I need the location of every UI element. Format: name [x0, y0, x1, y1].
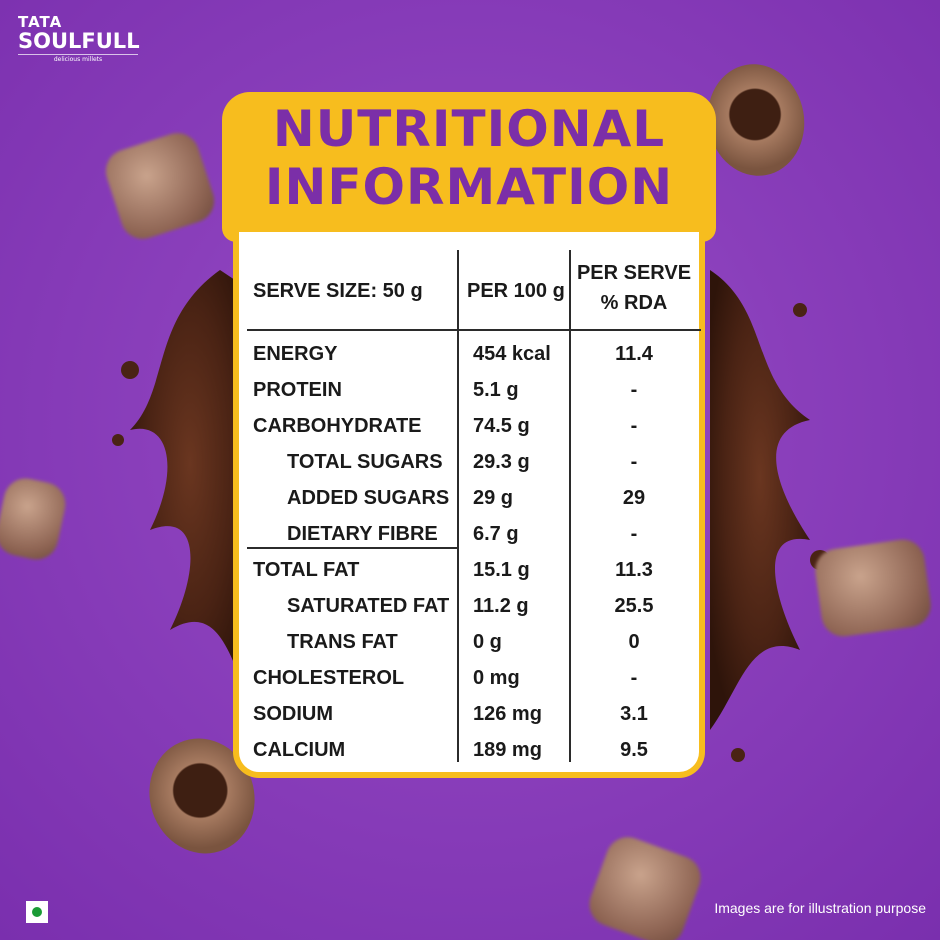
nutrition-table: SERVE SIZE: 50 g PER 100 g PER SERVE % R…: [233, 232, 705, 778]
nutrient-name: TOTAL SUGARS: [287, 451, 443, 473]
rda-value: 25.5: [614, 595, 654, 617]
per-100g-value: 15.1 g: [473, 559, 530, 581]
per-100g-value: 29.3 g: [473, 451, 530, 473]
nutrient-name: SATURATED FAT: [287, 595, 450, 617]
nutrient-name: CHOLESTEROL: [253, 667, 405, 689]
rda-value: -: [630, 523, 638, 545]
per-100g-value: 11.2 g: [473, 595, 529, 617]
per-100g-value: 29 g: [473, 487, 514, 509]
nutrient-name: DIETARY FIBRE: [287, 523, 438, 545]
rda-value: -: [630, 415, 638, 437]
nutrient-name: SODIUM: [253, 703, 333, 725]
header-per-100g: PER 100 g: [467, 280, 565, 302]
per-100g-value: 74.5 g: [473, 415, 530, 437]
disclaimer-text: Images are for illustration purpose: [714, 900, 926, 916]
cereal-piece-decoration: [100, 127, 220, 245]
title-line-2: INFORMATION: [264, 158, 674, 216]
table-row: DIETARY FIBRE 6.7 g -: [239, 516, 699, 552]
per-100g-value: 454 kcal: [473, 343, 551, 365]
per-100g-value: 189 mg: [473, 739, 542, 761]
nutrient-name: ADDED SUGARS: [287, 487, 450, 509]
rda-value: -: [630, 379, 638, 401]
table-row: TOTAL FAT 15.1 g 11.3: [239, 552, 699, 588]
page-title: NUTRITIONAL INFORMATION: [222, 100, 716, 216]
table-row: SATURATED FAT 11.2 g 25.5: [239, 588, 699, 624]
cereal-piece-decoration: [583, 831, 707, 940]
table-row: PROTEIN 5.1 g -: [239, 372, 699, 408]
table-row: ENERGY 454 kcal 11.4: [239, 336, 699, 372]
cereal-piece-decoration: [0, 474, 70, 564]
rda-value: 9.5: [620, 739, 648, 761]
veg-mark-icon: [26, 901, 48, 923]
brand-top: TATA: [18, 13, 63, 31]
header-per-serve: PER SERVE: [576, 262, 692, 284]
per-100g-value: 126 mg: [473, 703, 542, 725]
rda-value: 0: [628, 631, 640, 653]
rda-value: 3.1: [620, 703, 648, 725]
rda-value: 11.4: [615, 343, 653, 365]
header-divider: [247, 329, 701, 331]
row-divider: [247, 547, 457, 549]
per-100g-value: 0 g: [473, 631, 502, 653]
brand-tagline: delicious millets: [18, 54, 138, 64]
nutrient-name: PROTEIN: [253, 379, 342, 401]
nutrient-name: TRANS FAT: [287, 631, 398, 653]
table-row: TRANS FAT 0 g 0: [239, 624, 699, 660]
brand-logo: TATA SOULFULL delicious millets: [18, 14, 148, 64]
table-row: TOTAL SUGARS 29.3 g -: [239, 444, 699, 480]
nutrient-name: CALCIUM: [253, 739, 346, 761]
rda-value: -: [630, 451, 638, 473]
table-row: ADDED SUGARS 29 g 29: [239, 480, 699, 516]
rda-value: 29: [622, 487, 646, 509]
header-rda: % RDA: [600, 292, 668, 314]
per-100g-value: 6.7 g: [473, 523, 519, 545]
title-line-1: NUTRITIONAL: [272, 100, 666, 158]
cereal-piece-decoration: [812, 536, 934, 640]
rda-value: 11.3: [615, 559, 653, 581]
title-banner: [222, 92, 716, 242]
filled-cereal-decoration: [699, 56, 813, 184]
column-divider: [569, 250, 571, 762]
rda-value: -: [630, 667, 638, 689]
table-row: CHOLESTEROL 0 mg -: [239, 660, 699, 696]
chocolate-splash-illustration: [112, 270, 830, 762]
brand-name: SOULFULL: [18, 29, 140, 53]
header-serve-size: SERVE SIZE: 50 g: [253, 280, 423, 302]
per-100g-value: 0 mg: [473, 667, 520, 689]
column-divider: [457, 250, 459, 762]
nutrient-name: CARBOHYDRATE: [253, 415, 422, 437]
table-row: CARBOHYDRATE 74.5 g -: [239, 408, 699, 444]
table-row: CALCIUM 189 mg 9.5: [239, 732, 699, 768]
per-100g-value: 5.1 g: [473, 379, 519, 401]
nutrient-name: TOTAL FAT: [253, 559, 360, 581]
table-row: SODIUM 126 mg 3.1: [239, 696, 699, 732]
nutrient-name: ENERGY: [253, 343, 338, 365]
